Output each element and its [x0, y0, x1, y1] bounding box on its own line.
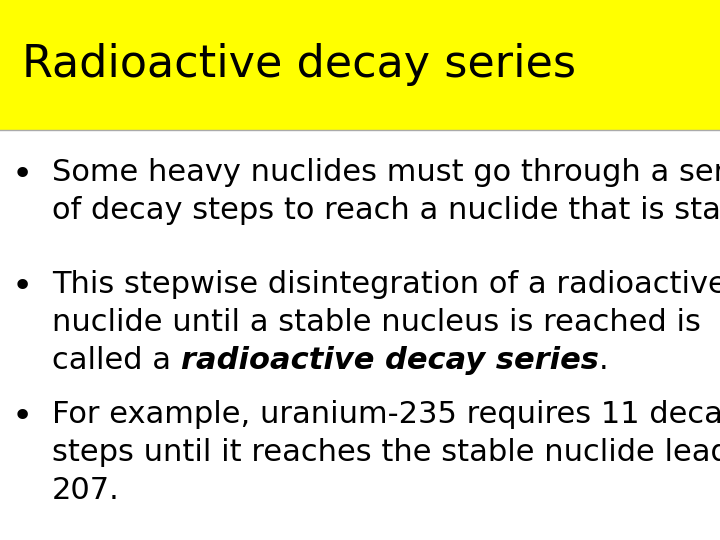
Text: steps until it reaches the stable nuclide lead-: steps until it reaches the stable nuclid… — [52, 438, 720, 467]
Text: This stepwise disintegration of a radioactive: This stepwise disintegration of a radioa… — [52, 270, 720, 299]
Text: called a: called a — [52, 346, 181, 375]
Text: Some heavy nuclides must go through a series: Some heavy nuclides must go through a se… — [52, 158, 720, 187]
Bar — [0, 0, 720, 130]
Text: of decay steps to reach a nuclide that is stable.: of decay steps to reach a nuclide that i… — [52, 196, 720, 225]
Text: •: • — [12, 270, 32, 304]
Text: •: • — [12, 158, 32, 192]
Text: 207.: 207. — [52, 476, 120, 505]
Text: radioactive decay series: radioactive decay series — [181, 346, 598, 375]
Text: •: • — [12, 400, 32, 434]
Text: nuclide until a stable nucleus is reached is: nuclide until a stable nucleus is reache… — [52, 308, 701, 337]
Text: .: . — [598, 346, 608, 375]
Text: For example, uranium-235 requires 11 decay: For example, uranium-235 requires 11 dec… — [52, 400, 720, 429]
Text: Radioactive decay series: Radioactive decay series — [22, 44, 576, 86]
